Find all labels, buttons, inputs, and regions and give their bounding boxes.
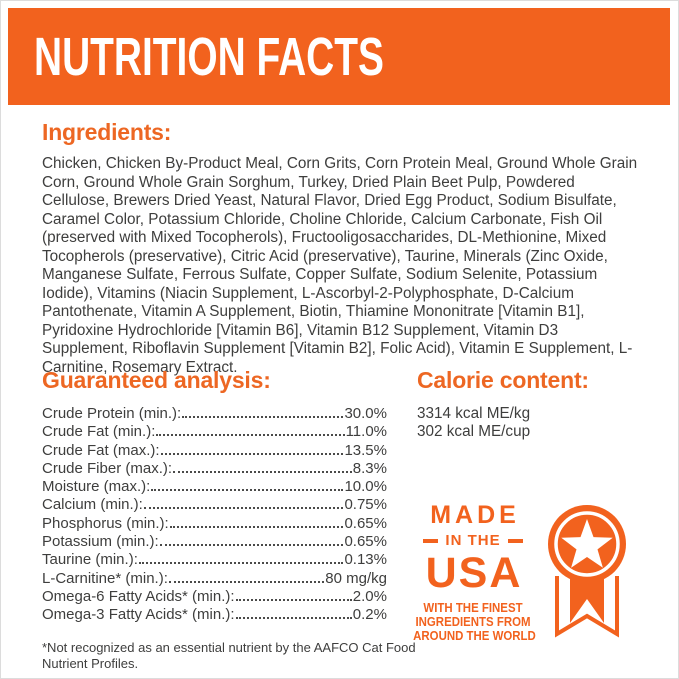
dotted-leader	[160, 452, 344, 455]
analysis-value: 11.0%	[345, 423, 387, 441]
usa-badge-in-the-row: IN THE	[405, 533, 541, 548]
analysis-label: Taurine (min.):	[42, 551, 138, 569]
calorie-content-section: Calorie content: 3314 kcal ME/kg 302 kcal…	[417, 367, 647, 442]
analysis-row: Taurine (min.): 0.13%	[42, 551, 387, 569]
ingredients-text: Chicken, Chicken By-Product Meal, Corn G…	[42, 155, 638, 376]
analysis-value: 0.65%	[344, 514, 387, 532]
analysis-label: Crude Fat (min.):	[42, 423, 156, 441]
tagline-line: WITH THE FINEST	[423, 600, 523, 615]
dotted-leader	[138, 562, 344, 565]
guaranteed-analysis-section: Guaranteed analysis: Crude Protein (min.…	[42, 367, 387, 625]
analysis-label: Calcium (min.):	[42, 496, 143, 514]
dotted-leader	[159, 544, 344, 547]
dotted-leader	[151, 489, 344, 492]
analysis-row: Calcium (min.): 0.75%	[42, 496, 387, 514]
analysis-row: Crude Fiber (max.): 8.3%	[42, 460, 387, 478]
analysis-value: 0.65%	[344, 533, 387, 551]
analysis-row: Omega-6 Fatty Acids* (min.): 2.0%	[42, 588, 387, 606]
dotted-leader	[169, 525, 344, 528]
usa-badge-in-the: IN THE	[445, 532, 501, 549]
analysis-row: Omega-3 Fatty Acids* (min.): 0.2%	[42, 606, 387, 624]
analysis-label: L-Carnitine* (min.):	[42, 569, 168, 587]
guaranteed-analysis-heading: Guaranteed analysis:	[42, 367, 271, 393]
aafco-footnote: *Not recognized as an essential nutrient…	[42, 640, 416, 671]
analysis-label: Moisture (max.):	[42, 478, 151, 496]
usa-badge-tagline: WITH THE FINEST INGREDIENTS FROM AROUND TH…	[413, 600, 536, 643]
dotted-leader	[143, 507, 344, 510]
made-in-usa-badge: MADE IN THE USA WITH THE FINEST INGREDIEN…	[405, 503, 541, 643]
guaranteed-analysis-rows: Crude Protein (min.): 30.0% Crude Fat (min…	[42, 405, 387, 625]
analysis-label: Omega-3 Fatty Acids* (min.):	[42, 606, 235, 624]
analysis-label: Crude Protein (min.):	[42, 405, 182, 422]
analysis-label: Omega-6 Fatty Acids* (min.):	[42, 587, 235, 605]
analysis-label: Phosphorus (min.):	[42, 514, 169, 532]
ingredients-section: Ingredients: Chicken, Chicken By-Product…	[42, 119, 643, 377]
analysis-value: 0.75%	[344, 496, 387, 514]
analysis-row: Potassium (min.): 0.65%	[42, 533, 387, 551]
analysis-label: Crude Fiber (max.):	[42, 459, 173, 477]
analysis-value: 0.13%	[344, 551, 387, 569]
tagline-line: INGREDIENTS FROM	[415, 614, 531, 629]
star-icon	[561, 519, 613, 568]
analysis-row: Moisture (max.): 10.0%	[42, 478, 387, 496]
analysis-value: 0.2%	[352, 606, 387, 624]
medal-inner-ring	[554, 511, 620, 577]
calorie-content-lines: 3314 kcal ME/kg 302 kcal ME/cup	[417, 405, 647, 442]
tagline-line: AROUND THE WORLD	[413, 628, 536, 643]
analysis-value: 2.0%	[352, 587, 387, 605]
analysis-row: Crude Fat (max.): 13.5%	[42, 442, 387, 460]
ribbon-outline	[555, 576, 619, 638]
analysis-value: 30.0%	[344, 405, 387, 422]
analysis-label: Potassium (min.):	[42, 533, 159, 551]
analysis-value: 10.0%	[344, 478, 387, 496]
award-medal-star-ribbon-icon	[548, 505, 626, 638]
analysis-row: Phosphorus (min.): 0.65%	[42, 515, 387, 533]
analysis-value: 13.5%	[344, 441, 387, 459]
ingredients-heading: Ingredients:	[42, 119, 172, 145]
calorie-line: 302 kcal ME/cup	[417, 423, 531, 441]
analysis-label: Crude Fat (max.):	[42, 441, 160, 459]
dotted-leader	[235, 617, 352, 620]
dotted-leader	[168, 580, 325, 583]
dash-right	[507, 538, 523, 543]
usa-badge-made: MADE	[430, 501, 520, 529]
dotted-leader	[182, 416, 344, 418]
dotted-leader	[156, 434, 345, 437]
calorie-line: 3314 kcal ME/kg	[417, 405, 531, 422]
analysis-value: 80 mg/kg	[325, 569, 387, 587]
dash-left	[423, 538, 439, 543]
page-title: NUTRITION FACTS	[34, 26, 384, 87]
dotted-leader	[173, 470, 352, 473]
dotted-leader	[235, 598, 352, 601]
usa-badge-usa: USA	[425, 549, 523, 597]
analysis-row: Crude Fat (min.): 11.0%	[42, 423, 387, 441]
analysis-row: Crude Protein (min.): 30.0%	[42, 405, 387, 423]
ribbon-strap	[570, 576, 604, 623]
calorie-content-heading: Calorie content:	[417, 367, 589, 393]
analysis-row: L-Carnitine* (min.): 80 mg/kg	[42, 570, 387, 588]
analysis-value: 8.3%	[352, 459, 387, 477]
title-banner: NUTRITION FACTS	[8, 8, 670, 105]
